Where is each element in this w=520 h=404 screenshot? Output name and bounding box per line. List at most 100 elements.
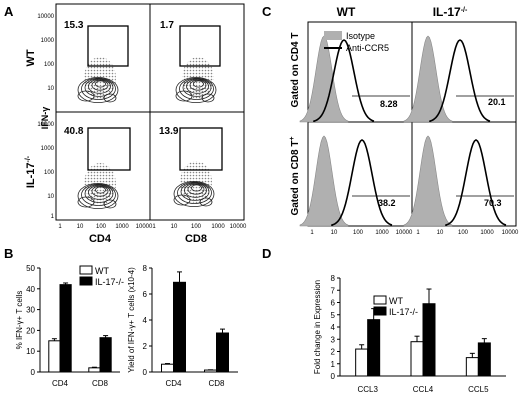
x-label-cd4: CD4 <box>89 233 112 245</box>
chart-d-bar-CCL3-s1 <box>367 319 381 377</box>
chart-b2-ytick-label: 2 <box>143 342 148 351</box>
a-xtick-cd4-10000: 10000 <box>136 224 153 230</box>
chart-b1-bar-CD4-s1 <box>59 284 72 373</box>
contour-wt-cd8-ring <box>182 78 212 97</box>
chart-b1-legend-label: WT <box>95 266 109 276</box>
chart-b1-ytick-label: 50 <box>26 264 35 273</box>
a-ytick-bot-100: 100 <box>44 170 55 176</box>
a-xtick-cd8-1: 1 <box>152 224 156 230</box>
chart-b1-ytick-label: 0 <box>31 368 36 377</box>
contour-wt-cd4-ring <box>103 93 117 103</box>
chart-b2-ytick-label: 8 <box>143 264 148 273</box>
contour-wt-cd8-ring <box>175 90 193 102</box>
a-xtick-cd4-1000: 1000 <box>115 224 129 230</box>
chart-b1-legend-label: IL-17-/- <box>95 277 124 287</box>
a-ytick-bot-10: 10 <box>47 194 54 200</box>
chart-b1-ytick-label: 20 <box>26 326 35 335</box>
chart-b1-ytick-label: 10 <box>26 347 35 356</box>
chart-b2-category-label: CD4 <box>165 379 182 388</box>
legend-isotype-label: Isotype <box>346 31 375 41</box>
chart-d-bar-CCL3-s0 <box>355 348 369 377</box>
c-xtick-wt-10000: 10000 <box>396 230 413 236</box>
chart-d-category-label: CCL3 <box>357 385 378 394</box>
contour-wt-cd8-ring <box>189 79 207 91</box>
contour-ko-cd8 <box>173 161 215 207</box>
c-pct-ko-cd4: 20.1 <box>488 97 506 107</box>
c-xtick-wt-10: 10 <box>331 230 338 236</box>
hist-wt-cd8-isotype <box>299 135 349 227</box>
hist-ko-cd8-anti <box>445 139 507 226</box>
chart-b2-ytick-label: 4 <box>143 316 148 325</box>
c-xtick-ko-10000: 10000 <box>502 230 519 236</box>
contour-wt-cd4-ring <box>95 80 106 88</box>
chart-b1-bar-CD8-s0 <box>88 367 101 373</box>
contour-wt-cd8-ring <box>175 77 217 104</box>
a-ytick-bot-1000: 1000 <box>41 146 55 152</box>
chart-d-legend-label: IL-17-/- <box>389 307 418 317</box>
contour-ko-cd8-ring <box>177 181 212 204</box>
c-row-label-cd8: Gated on CD8 T+ <box>289 136 301 215</box>
chart-d-legend-label: WT <box>389 296 403 306</box>
a-xtick-cd8-100: 100 <box>191 224 202 230</box>
chart-b2: 0 2 4 6 8 Yield of IFN-γ+ T cells (x10-4) CD4 C… <box>127 264 238 388</box>
chart-b1: 0 10 20 30 40 50 % IFN-γ+ T cells CD4 CD8 WTIL-17… <box>15 264 124 388</box>
contour-ko-cd4-ring <box>81 183 116 206</box>
a-xtick-cd4-1: 1 <box>58 224 62 230</box>
chart-b1-ylabel: % IFN-γ+ T cells <box>15 291 24 350</box>
chart-b1-category-label: CD4 <box>52 379 69 388</box>
pct-ko-cd4: 40.8 <box>64 126 84 137</box>
chart-d-ytick-label: 6 <box>331 299 336 308</box>
c-pct-wt-cd4: 8.28 <box>380 99 398 109</box>
panel-letter-a: A <box>4 4 14 19</box>
c-xtick-wt-1000: 1000 <box>375 230 389 236</box>
contour-wt-cd8-ring <box>186 79 209 94</box>
contour-ko-cd8-ring <box>187 183 205 195</box>
legend-isotype-swatch <box>324 31 342 40</box>
panel-letter-c: C <box>262 4 272 19</box>
contour-ko-cd4 <box>77 163 119 209</box>
contour-wt-cd4-ring <box>81 77 116 100</box>
a-ytick-bot-10000: 10000 <box>37 122 54 128</box>
chart-b1-ytick-label: 40 <box>26 285 35 294</box>
chart-b1-ytick-label: 30 <box>26 306 35 315</box>
chart-d-category-label: CCL5 <box>468 385 489 394</box>
contour-wt-cd4-ring <box>77 90 95 102</box>
chart-d-bar-CCL5-s0 <box>465 357 479 377</box>
contour-wt-cd4 <box>77 57 119 104</box>
a-ytick-top-100: 100 <box>44 62 55 68</box>
panel-c-histograms: WT IL-17-/- Gated on CD4 T Gated on CD8 … <box>289 5 519 236</box>
gate-ko-cd4 <box>87 127 131 171</box>
chart-d-ytick-label: 4 <box>331 323 336 332</box>
ifng-axis-label: IFN-γ <box>40 107 50 130</box>
contour-ko-cd8-ring <box>173 194 191 206</box>
contour-ko-cd8-ring <box>199 197 213 207</box>
chart-b1-legend-swatch <box>79 265 93 275</box>
row-label-il17: IL-17-/- <box>25 155 37 188</box>
a-ytick-top-10000: 10000 <box>37 14 54 20</box>
contour-ko-cd4-ring <box>88 185 111 200</box>
contour-wt-cd4-ring <box>77 77 119 104</box>
chart-b1-bar-CD8-s1 <box>99 337 112 373</box>
chart-d-legend-swatch <box>373 295 387 305</box>
x-label-cd8: CD8 <box>185 233 207 245</box>
hist-ko-cd4-isotype <box>403 35 453 123</box>
c-pct-wt-cd8: 38.2 <box>378 198 396 208</box>
c-col-label-wt: WT <box>337 5 356 19</box>
panel-a-flow-plots: WT IL-17-/- IFN-γ 10000 1000 100 10 1000… <box>25 3 247 245</box>
panel-letter-d: D <box>262 246 271 261</box>
contour-ko-cd4-ring <box>77 182 119 209</box>
contour-wt-cd4-ring <box>88 79 111 94</box>
chart-d: 0 1 2 3 4 5 6 7 8 Fold change in Expression CCL3 CC… <box>313 274 506 394</box>
a-xtick-cd4-10: 10 <box>77 224 84 230</box>
chart-d-bar-CCL4-s1 <box>422 303 436 377</box>
chart-b2-category-label: CD8 <box>208 379 225 388</box>
chart-d-ytick-label: 8 <box>331 274 336 283</box>
chart-b2-ylabel: Yield of IFN-γ+ T cells (x10-4) <box>127 267 136 373</box>
hist-ko-cd4-anti <box>429 39 491 122</box>
contour-wt-cd8 <box>175 57 217 104</box>
a-xtick-cd8-10: 10 <box>171 224 178 230</box>
chart-d-legend-swatch <box>373 306 387 316</box>
chart-d-ytick-label: 0 <box>331 372 336 381</box>
chart-b2-bar-CD4-s1 <box>173 281 186 373</box>
